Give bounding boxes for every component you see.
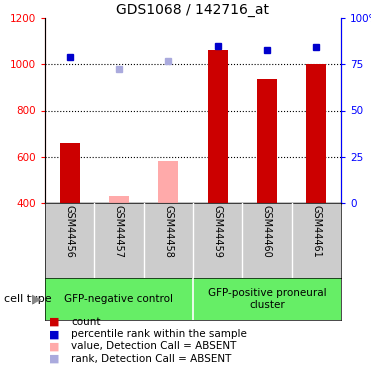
Bar: [208, 50, 227, 203]
Bar: [60, 143, 79, 203]
Text: GSM44456: GSM44456: [65, 205, 75, 258]
Bar: [257, 79, 277, 203]
Text: ■: ■: [49, 329, 59, 339]
Text: GSM44461: GSM44461: [311, 205, 321, 258]
Text: GSM44457: GSM44457: [114, 205, 124, 258]
Text: GSM44459: GSM44459: [213, 205, 223, 258]
Text: GFP-negative control: GFP-negative control: [65, 294, 174, 304]
Bar: [158, 161, 178, 203]
Text: GSM44460: GSM44460: [262, 205, 272, 258]
Text: GSM44458: GSM44458: [163, 205, 173, 258]
Text: ■: ■: [49, 342, 59, 351]
Text: rank, Detection Call = ABSENT: rank, Detection Call = ABSENT: [71, 354, 232, 364]
Bar: [109, 196, 129, 203]
Bar: [306, 64, 326, 203]
Text: ▶: ▶: [32, 292, 41, 306]
Text: ■: ■: [49, 354, 59, 364]
Title: GDS1068 / 142716_at: GDS1068 / 142716_at: [116, 3, 269, 17]
Text: ■: ■: [49, 317, 59, 327]
Text: GFP-positive proneural
cluster: GFP-positive proneural cluster: [208, 288, 326, 310]
Text: percentile rank within the sample: percentile rank within the sample: [71, 329, 247, 339]
Text: count: count: [71, 317, 101, 327]
Text: value, Detection Call = ABSENT: value, Detection Call = ABSENT: [71, 342, 236, 351]
Text: cell type: cell type: [4, 294, 51, 304]
